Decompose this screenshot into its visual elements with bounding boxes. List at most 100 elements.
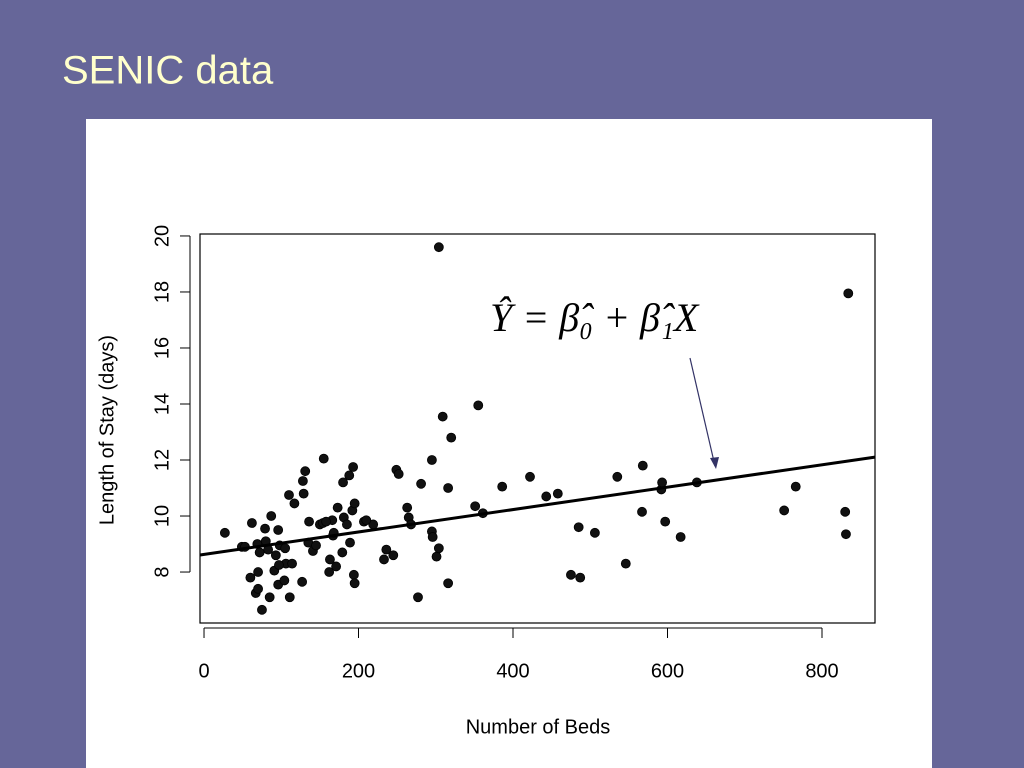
y-tick-label: 20 <box>151 225 173 247</box>
point <box>338 477 348 488</box>
point <box>379 554 389 565</box>
point <box>247 518 257 528</box>
point <box>284 592 295 603</box>
y-tick-label: 14 <box>151 393 173 415</box>
point <box>427 455 437 465</box>
point <box>393 469 404 479</box>
point <box>345 537 355 548</box>
point <box>660 516 671 527</box>
point <box>413 592 423 603</box>
point <box>245 572 256 583</box>
point <box>270 550 281 561</box>
point <box>388 550 399 561</box>
point <box>589 527 600 538</box>
point <box>675 532 686 542</box>
point <box>433 543 444 554</box>
plot-box <box>199 233 876 624</box>
point <box>840 506 851 517</box>
point <box>297 576 308 587</box>
point <box>790 481 801 492</box>
point <box>427 532 438 542</box>
point <box>325 554 335 565</box>
point <box>431 551 442 562</box>
point <box>274 560 284 570</box>
point <box>361 515 372 526</box>
point <box>219 527 230 538</box>
point <box>433 242 444 253</box>
point <box>779 505 790 516</box>
point <box>573 522 584 533</box>
point <box>348 462 359 472</box>
point <box>304 516 314 527</box>
point <box>279 575 290 586</box>
point <box>284 490 294 500</box>
point <box>443 483 454 493</box>
point <box>297 476 308 486</box>
point <box>381 544 392 555</box>
point <box>289 498 300 509</box>
point <box>525 471 535 482</box>
arrow <box>689 357 716 467</box>
point <box>266 511 277 521</box>
regression-line <box>199 455 876 557</box>
point <box>298 488 309 499</box>
point <box>612 471 623 482</box>
chart-panel <box>86 119 932 768</box>
point <box>349 578 360 589</box>
point <box>841 529 851 540</box>
point <box>402 502 413 513</box>
point <box>264 592 275 603</box>
point <box>497 481 508 492</box>
point <box>257 604 267 615</box>
equation: Ŷ = β̂₀ + β̂₁X <box>490 295 700 340</box>
y-tick-label: 16 <box>151 337 173 359</box>
point <box>332 502 343 513</box>
point <box>443 578 454 589</box>
point <box>575 572 586 583</box>
point <box>657 477 668 488</box>
y-tick-label: 8 <box>151 566 173 577</box>
x-tick-label: 400 <box>496 660 529 682</box>
y-tick-label: 18 <box>151 281 173 303</box>
point <box>311 540 321 551</box>
point <box>253 567 263 577</box>
point <box>344 470 355 481</box>
point <box>637 506 647 517</box>
point <box>541 491 552 502</box>
point <box>416 478 426 489</box>
y-tick-label: 10 <box>151 505 173 527</box>
x-tick-label: 200 <box>342 660 375 682</box>
point <box>280 543 291 554</box>
x-axis-label: Number of Beds <box>466 716 611 738</box>
point <box>253 583 263 594</box>
point <box>552 488 563 499</box>
point <box>349 498 360 509</box>
arrow-head <box>710 457 719 469</box>
point <box>470 501 481 512</box>
x-tick-label: 600 <box>651 660 684 682</box>
point <box>620 558 631 569</box>
point <box>254 547 265 558</box>
point <box>318 453 329 464</box>
point <box>637 460 648 471</box>
point <box>446 432 457 443</box>
point <box>287 558 297 569</box>
point <box>843 288 854 299</box>
x-tick-label: 800 <box>805 660 838 682</box>
x-tick-label: 0 <box>198 660 209 682</box>
point <box>473 400 484 411</box>
point <box>331 561 342 572</box>
point <box>566 569 576 580</box>
point <box>437 411 448 422</box>
point <box>321 516 331 527</box>
point <box>324 567 335 577</box>
y-axis-label: Length of Stay (days) <box>96 335 118 525</box>
slide-title: SENIC data <box>62 49 274 93</box>
point <box>300 466 311 477</box>
point <box>260 523 270 534</box>
y-tick-label: 12 <box>151 449 173 471</box>
point <box>273 525 284 535</box>
point <box>342 519 352 530</box>
